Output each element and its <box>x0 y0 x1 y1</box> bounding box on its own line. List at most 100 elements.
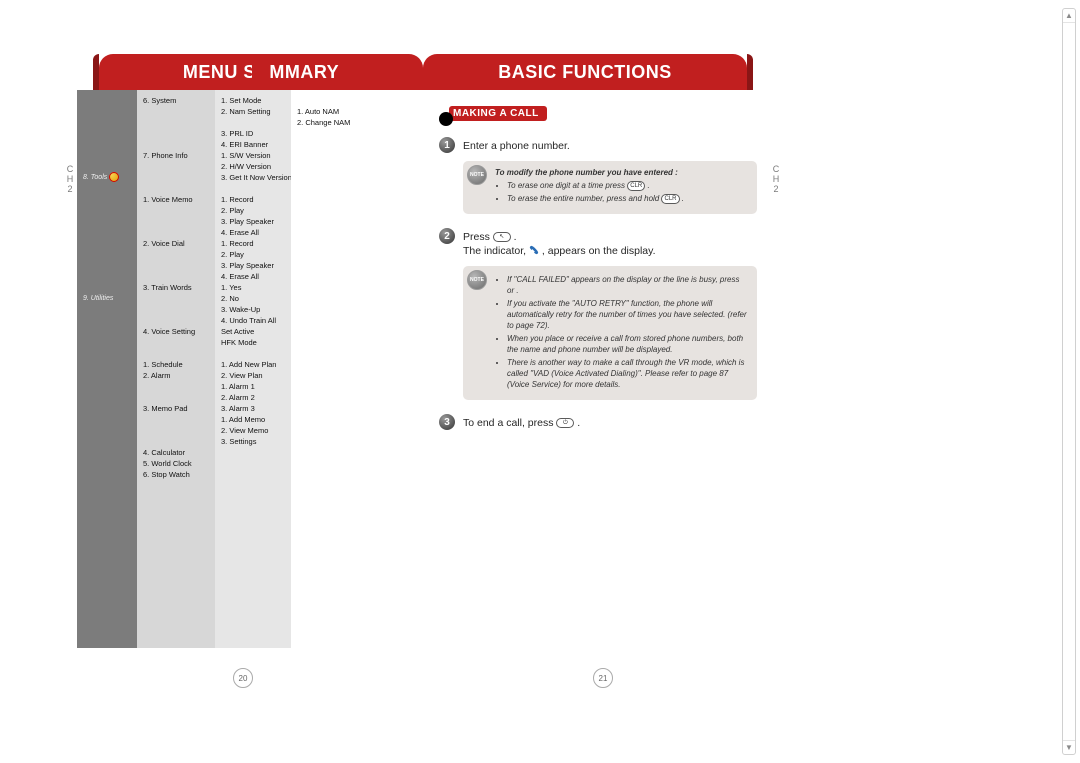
menu-col-2: 1. Set Mode2. Nam Setting 3. PRL ID4. ER… <box>215 90 291 648</box>
menu-item: 9. Utilities <box>83 293 137 304</box>
menu-item <box>143 139 215 150</box>
menu-col-3: 1. Auto NAM2. Change NAM <box>291 90 357 648</box>
menu-item <box>143 172 215 183</box>
menu-item: 2. Nam Setting <box>221 106 291 117</box>
step-1-text: Enter a phone number. <box>463 137 570 153</box>
menu-item: 3. Settings <box>221 436 291 447</box>
menu-item: 3. Wake-Up <box>221 304 291 315</box>
left-header: MENU SUMMARY <box>99 54 423 90</box>
section-making-a-call: MAKING A CALL <box>449 106 547 121</box>
step-3: 3 To end a call, press ⏻ . <box>439 414 757 430</box>
menu-item <box>221 183 291 194</box>
header-shadow-right <box>747 54 753 90</box>
phone-indicator-icon <box>529 245 539 255</box>
menu-item <box>83 117 137 139</box>
menu-item <box>83 271 137 293</box>
menu-item: 1. Add New Plan <box>221 359 291 370</box>
menu-item <box>143 128 215 139</box>
menu-item: 3. Train Words <box>143 282 215 293</box>
menu-item: 5. World Clock <box>143 458 215 469</box>
note-box-2: NOTE If "CALL FAILED" appears on the dis… <box>463 266 757 400</box>
section-label-text: MAKING A CALL <box>453 108 539 119</box>
clr-key-icon: CLR <box>661 194 679 204</box>
note-seal-icon: NOTE <box>467 270 487 290</box>
step-3-text: To end a call, press ⏻ . <box>463 414 580 430</box>
clr-key-icon: CLR <box>627 181 645 191</box>
page-number-right: 21 <box>593 668 613 688</box>
menu-item: 3. PRL ID <box>221 128 291 139</box>
menu-item <box>143 183 215 194</box>
menu-item: 1. Record <box>221 238 291 249</box>
menu-item <box>83 139 137 161</box>
menu-item: 3. Play Speaker <box>221 260 291 271</box>
menu-item <box>143 425 215 436</box>
section-bullet <box>439 112 453 126</box>
menu-item: 1. Set Mode <box>221 95 291 106</box>
menu-item <box>143 348 215 359</box>
menu-item <box>143 414 215 425</box>
vertical-scrollbar[interactable]: ▲ ▼ <box>1062 8 1076 755</box>
menu-item: 1. Record <box>221 194 291 205</box>
menu-item <box>143 271 215 282</box>
step-2: 2 Press ↖ . The indicator, , appears on … <box>439 228 757 258</box>
menu-item: 4. Voice Setting <box>143 326 215 337</box>
send-key-icon: ↖ <box>493 232 511 242</box>
step-1: 1 Enter a phone number. <box>439 137 757 153</box>
step-num-3: 3 <box>439 414 455 430</box>
note1-title: To modify the phone number you have ente… <box>495 168 678 177</box>
menu-item: 3. Get It Now Version <box>221 172 291 183</box>
page-number-left: 20 <box>233 668 253 688</box>
page-spread: MENU SUMMARY C H 2 8. Tools9. Utilities … <box>63 36 783 706</box>
tools-icon <box>109 172 119 182</box>
menu-item <box>221 348 291 359</box>
scroll-up-button[interactable]: ▲ <box>1063 9 1075 23</box>
menu-item: 2. Voice Dial <box>143 238 215 249</box>
menu-col-1: 6. System 7. Phone Info 1. Voice Memo 2.… <box>137 90 215 648</box>
menu-item: 4. Calculator <box>143 447 215 458</box>
menu-item <box>297 95 357 106</box>
menu-item: 1. S/W Version <box>221 150 291 161</box>
note2-item: When you place or receive a call from st… <box>507 333 747 355</box>
menu-item <box>143 216 215 227</box>
step-2-text: Press ↖ . The indicator, , appears on th… <box>463 228 656 258</box>
note2-item: If you activate the "AUTO RETRY" functio… <box>507 298 747 331</box>
ch-c: C <box>63 164 77 174</box>
menu-col-0: 8. Tools9. Utilities <box>77 90 137 648</box>
right-header: BASIC FUNCTIONS <box>423 54 747 90</box>
menu-item <box>221 117 291 128</box>
scroll-down-button[interactable]: ▼ <box>1063 740 1075 754</box>
ch-h: H <box>63 174 77 184</box>
menu-item: 1. Add Memo <box>221 414 291 425</box>
menu-item <box>143 293 215 304</box>
note1-item-0: To erase one digit at a time press CLR . <box>507 180 747 191</box>
ch-n: 2 <box>63 184 77 194</box>
menu-item <box>143 260 215 271</box>
menu-item <box>143 205 215 216</box>
menu-item <box>83 249 137 271</box>
menu-item <box>143 117 215 128</box>
menu-item <box>83 95 137 117</box>
menu-item: 4. ERI Banner <box>221 139 291 150</box>
menu-summary-body: 8. Tools9. Utilities 6. System 7. Phone … <box>77 90 423 648</box>
menu-item: 2. View Memo <box>221 425 291 436</box>
menu-item: 3. Play Speaker <box>221 216 291 227</box>
menu-item: 7. Phone Info <box>143 150 215 161</box>
ch-h: H <box>769 174 783 184</box>
menu-item <box>83 205 137 227</box>
menu-item: 2. Play <box>221 249 291 260</box>
menu-item: 2. Play <box>221 205 291 216</box>
menu-item: 4. Erase All <box>221 227 291 238</box>
menu-item: 1. Auto NAM <box>297 106 357 117</box>
menu-item <box>143 337 215 348</box>
menu-item <box>83 227 137 249</box>
chapter-tab-left: C H 2 <box>63 164 77 208</box>
basic-functions-body: MAKING A CALL 1 Enter a phone number. NO… <box>439 106 757 436</box>
menu-item: 1. Alarm 1 <box>221 381 291 392</box>
menu-item: 2. Change NAM <box>297 117 357 128</box>
menu-item: 1. Voice Memo <box>143 194 215 205</box>
note2-item: There is another way to make a call thro… <box>507 357 747 390</box>
menu-item <box>143 249 215 260</box>
menu-item <box>143 161 215 172</box>
chapter-tab-right: C H 2 <box>769 164 783 208</box>
menu-item: Set Active <box>221 326 291 337</box>
